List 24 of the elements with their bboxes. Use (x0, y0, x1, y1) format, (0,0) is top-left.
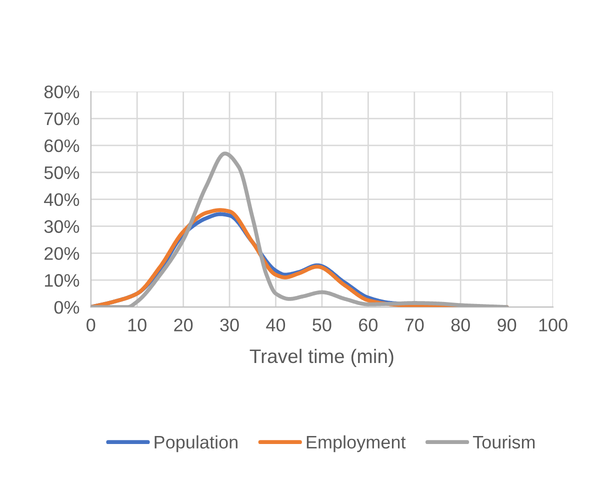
x-tick-label: 40 (266, 318, 286, 332)
y-tick-label: 30% (44, 220, 80, 233)
x-tick-label: 90 (498, 318, 516, 332)
y-tick-label: 60% (44, 139, 80, 152)
y-tick-label: 0% (54, 300, 80, 314)
x-tick-label: 50 (312, 318, 332, 332)
x-tick-label: 30 (220, 318, 239, 332)
x-tick-label: 0 (86, 318, 96, 332)
x-tick-label: 70 (405, 318, 424, 332)
y-tick-label: 20% (44, 247, 80, 260)
x-axis-title: Travel time (min) (250, 348, 394, 367)
y-tick-label: 70% (44, 112, 80, 126)
x-tick-label: 100 (539, 318, 568, 332)
y-tick-label: 10% (45, 274, 80, 287)
x-tick-label: 80 (451, 318, 470, 332)
legend-label: Tourism (472, 435, 535, 449)
x-tick-label: 10 (128, 318, 146, 332)
legend-label: Population (154, 435, 238, 452)
x-tick-label: 20 (174, 318, 193, 332)
y-tick-label: 40% (44, 193, 80, 206)
x-tick-label: 60 (359, 318, 378, 332)
legend-label: Employment (306, 435, 406, 452)
y-tick-label: 80% (44, 86, 80, 98)
y-tick-label: 50% (44, 166, 80, 180)
